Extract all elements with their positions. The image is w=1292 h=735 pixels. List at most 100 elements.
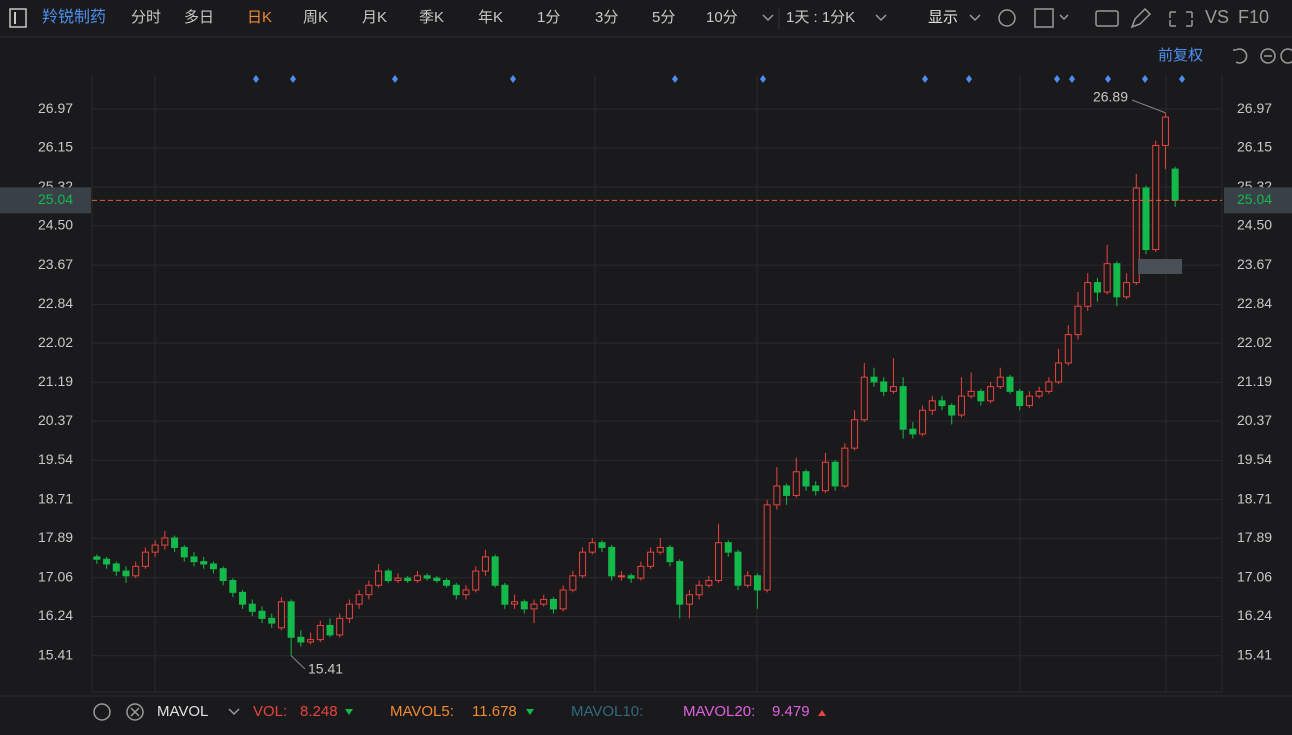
event-marker[interactable] [1105,75,1111,83]
mavol20-value: 9.479 [772,703,810,720]
candle-body [1035,390,1043,397]
candle-body [1113,263,1121,298]
candle-body [860,376,868,421]
candle-body [472,570,480,591]
y-tick-label-right: 16.24 [1237,607,1272,623]
adjust-mode[interactable]: 前复权 [1158,46,1203,64]
candle-body [112,563,120,572]
zoom-out-icon[interactable] [1260,48,1276,64]
event-marker[interactable] [760,75,766,83]
candle-body [899,386,907,430]
fullscreen-icon[interactable] [1169,11,1193,27]
zoom-in-icon[interactable] [1280,48,1292,64]
event-marker[interactable] [966,75,972,83]
event-marker[interactable] [1142,75,1148,83]
event-marker[interactable] [672,75,678,83]
candle-body [248,603,256,612]
candle-body [831,461,839,487]
candle-body [851,419,859,449]
candle-body [1161,116,1169,146]
candle-body [219,568,227,582]
candle-body [549,598,557,610]
display-menu[interactable]: 显示 [928,9,958,26]
candle-body [783,485,791,496]
event-marker[interactable] [392,75,398,83]
period-tab[interactable]: 1分 [537,9,560,26]
candle-body [443,580,451,586]
event-marker[interactable] [1069,75,1075,83]
candle-body [239,591,247,605]
period-tab[interactable]: 10分 [706,9,738,26]
down-arrow [526,709,534,715]
event-marker[interactable] [922,75,928,83]
period-tab[interactable]: 5分 [652,9,675,26]
y-tick-label-left: 26.97 [38,100,73,116]
period-tab[interactable]: 季K [419,9,444,26]
period-tab[interactable]: 多日 [184,9,214,26]
candle-body [103,558,111,565]
vs-button[interactable]: VS [1205,7,1229,27]
f10-button[interactable]: F10 [1238,7,1269,27]
candle-body [617,575,625,578]
candle-body [462,589,470,596]
indicator-settings[interactable] [93,703,111,721]
layout-icon[interactable] [1034,8,1054,28]
reset-icon[interactable] [1233,48,1248,64]
event-marker[interactable] [1179,75,1185,83]
indicator-name[interactable]: MAVOL [157,703,208,720]
screenshot-icon[interactable] [1095,10,1119,27]
settings-icon[interactable] [998,9,1016,27]
period-tab[interactable]: 周K [303,9,328,26]
event-marker[interactable] [290,75,296,83]
period-tab[interactable]: 分时 [131,9,161,26]
candle-body [258,610,266,619]
candle-body [1025,395,1033,407]
y-tick-label-left: 22.02 [38,334,73,350]
indicator-close[interactable] [126,703,144,721]
price-range-box [1138,259,1182,274]
candle-body [404,577,412,582]
event-marker[interactable] [1054,75,1060,83]
candle-body [394,577,402,582]
y-tick-label-left: 17.06 [38,568,73,584]
indicator-close-x [130,707,140,717]
candle-body [1103,263,1111,293]
candle-body [1152,144,1160,250]
y-tick-label-left: 20.37 [38,412,73,428]
candle-body [647,551,655,567]
candle-body [132,565,140,577]
candle-body [501,584,509,605]
period-tab[interactable]: 3分 [595,9,618,26]
candle-body [666,546,674,563]
candle-body [365,584,373,596]
candle-body [987,386,995,402]
candle-body [491,556,499,586]
candle-body [967,390,975,397]
more-periods[interactable] [762,14,774,22]
candle-body [209,563,217,570]
sidebar-toggle[interactable] [9,8,27,28]
candle-body [452,584,460,596]
candle-body [1123,282,1131,298]
period-tab[interactable]: 日K [247,9,272,26]
candle-body [161,537,169,546]
period-selector[interactable]: 1天 : 1分K [786,9,855,26]
candle-body [530,603,538,610]
period-tab[interactable]: 年K [478,9,503,26]
draw-icon[interactable] [1130,7,1152,29]
event-marker[interactable] [510,75,516,83]
candle-body [792,471,800,496]
candle-body [773,485,781,506]
candle-body [141,551,149,567]
candle-body [122,570,130,577]
period-tab[interactable]: 月K [362,9,387,26]
event-marker[interactable] [253,75,259,83]
y-tick-label-right: 21.19 [1237,373,1272,389]
y-tick-label-right: 24.50 [1237,217,1272,233]
y-tick-label-right: 17.06 [1237,568,1272,584]
y-tick-label-right: 20.37 [1237,412,1272,428]
y-tick-label-right: 17.89 [1237,529,1272,545]
stock-name[interactable]: 羚锐制药 [42,8,106,26]
candle-body [957,395,965,416]
